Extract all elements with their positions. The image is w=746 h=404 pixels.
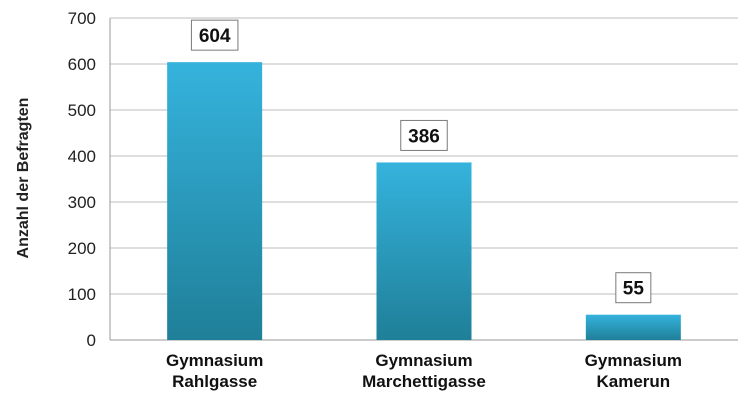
y-tick-label: 500 — [68, 101, 96, 120]
y-tick-label: 400 — [68, 147, 96, 166]
y-tick-label: 300 — [68, 193, 96, 212]
y-tick-label: 100 — [68, 285, 96, 304]
y-tick-label: 200 — [68, 239, 96, 258]
bar — [167, 62, 263, 340]
bar — [585, 314, 681, 340]
y-tick-label: 700 — [68, 9, 96, 28]
data-label: 604 — [199, 26, 231, 47]
data-label: 386 — [408, 126, 440, 147]
x-category-label: Gymnasium Marchettigasse — [362, 351, 486, 391]
data-label-box — [190, 19, 239, 51]
data-label: 55 — [623, 279, 645, 300]
x-category-label: Gymnasium Kamerun — [585, 351, 682, 391]
bar — [376, 162, 472, 340]
bars — [167, 62, 681, 340]
x-category-label: Gymnasium Rahlgasse — [166, 351, 263, 391]
y-axis-label: Anzahl der Befragten — [15, 98, 32, 259]
data-label-box — [615, 272, 652, 304]
data-labels: 604 386 55 — [190, 19, 652, 304]
y-tick-label: 600 — [68, 55, 96, 74]
y-tick-label: 0 — [87, 331, 96, 350]
category-labels: Gymnasium Rahlgasse Gymnasium Marchettigass… — [166, 351, 682, 391]
data-label-box — [400, 119, 448, 151]
